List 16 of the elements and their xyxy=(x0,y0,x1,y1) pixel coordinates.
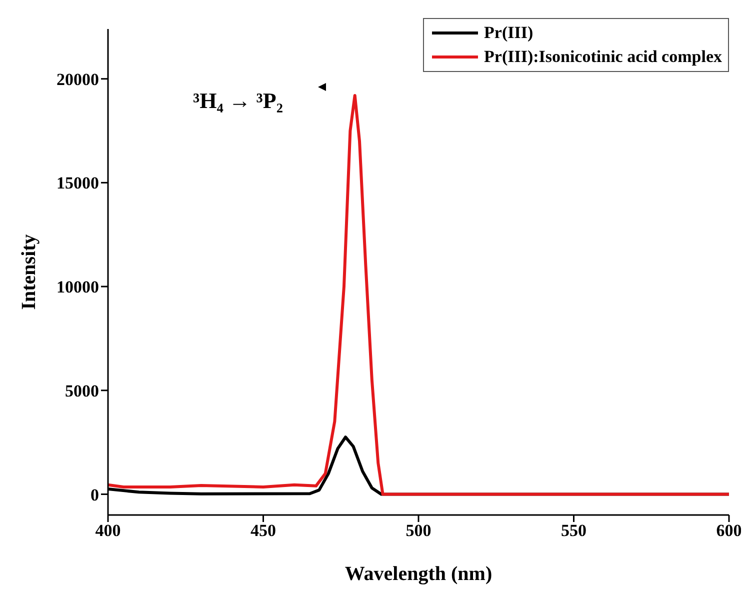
x-tick-label: 400 xyxy=(95,521,121,540)
y-tick-label: 0 xyxy=(90,485,99,504)
y-tick-label: 5000 xyxy=(65,381,99,400)
annotation: ³H₄ → ³P₂ xyxy=(193,88,284,113)
y-tick-label: 15000 xyxy=(56,174,99,193)
y-tick-label: 20000 xyxy=(56,70,99,89)
legend-label: Pr(III):Isonicotinic acid complex xyxy=(484,46,722,68)
x-tick-label: 500 xyxy=(406,521,432,540)
legend-label: Pr(III) xyxy=(484,22,534,44)
x-tick-label: 450 xyxy=(250,521,276,540)
x-axis-title: Wavelength (nm) xyxy=(344,563,492,585)
y-axis-title: Intensity xyxy=(18,234,40,310)
y-tick-label: 10000 xyxy=(56,278,99,297)
x-tick-label: 550 xyxy=(561,521,586,540)
x-tick-label: 600 xyxy=(716,521,742,540)
line-series xyxy=(108,94,729,496)
